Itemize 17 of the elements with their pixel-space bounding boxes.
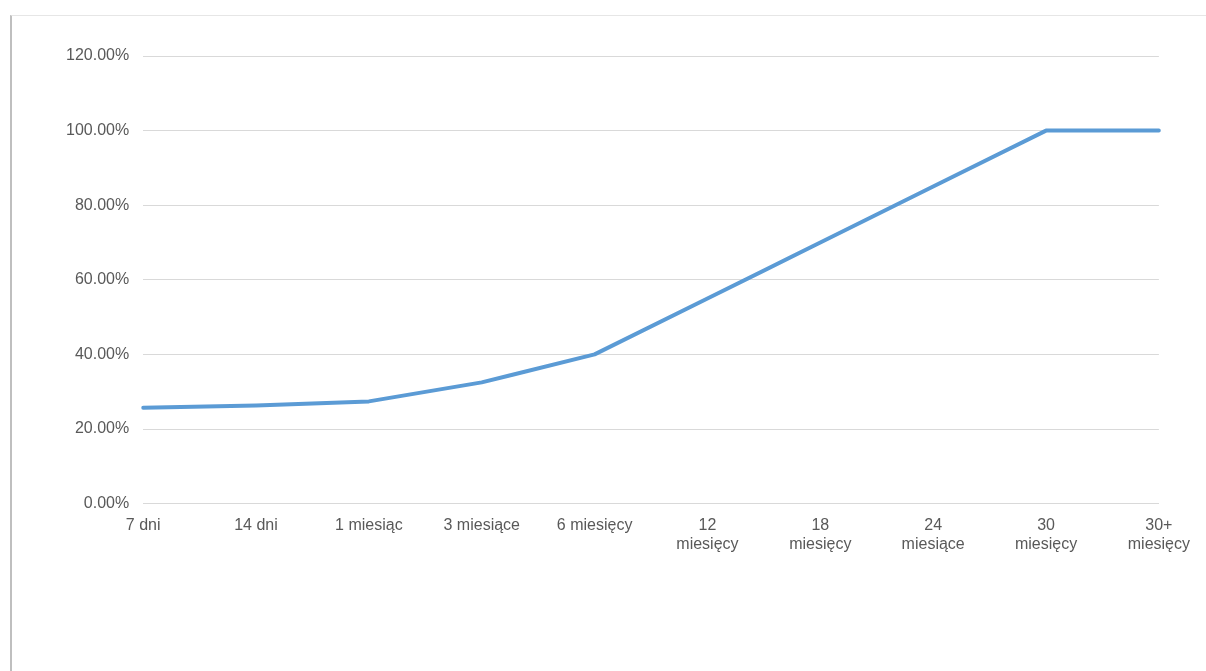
x-tick-label: 12 miesięcy	[676, 515, 739, 552]
x-tick-label: 1 miesiąc	[335, 515, 403, 533]
y-tick-label: 20.00%	[74, 419, 130, 437]
y-tick-label: 80.00%	[74, 195, 130, 213]
x-tick-label: 30 miesięcy	[1014, 515, 1078, 552]
x-tick-label: 30+ miesięcy	[1127, 515, 1190, 552]
y-tick-label: 40.00%	[74, 344, 130, 362]
x-tick-label: 7 dni	[125, 515, 161, 533]
y-tick-label: 0.00%	[83, 494, 130, 512]
x-tick-label: 24 miesiące	[901, 515, 965, 552]
y-tick-label: 60.00%	[74, 270, 130, 288]
x-tick-label: 3 miesiące	[443, 515, 521, 533]
y-tick-label: 100.00%	[65, 121, 130, 139]
y-tick-label: 120.00%	[65, 46, 130, 64]
x-tick-label: 6 miesięcy	[556, 515, 633, 533]
x-tick-label: 18 miesięcy	[789, 515, 852, 552]
x-tick-label: 14 dni	[234, 515, 278, 533]
